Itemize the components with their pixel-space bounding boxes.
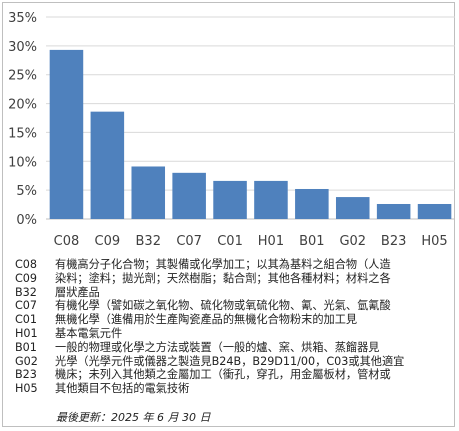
x-tick-label: B23	[381, 234, 406, 249]
legend-row: H05 其他類目不包括的電氣技術	[15, 382, 451, 396]
y-tick-label: 25%	[8, 69, 37, 84]
legend-code: C09	[15, 271, 38, 285]
x-tick-label: C07	[176, 234, 202, 249]
legend-description: 無機化學（進備用於生產陶瓷產品的無機化合物粉末的加工見	[55, 313, 358, 327]
last-updated: 最後更新：2025 年 6 月 30 日	[56, 411, 211, 424]
legend-description: 層狀產品	[55, 285, 100, 299]
x-tick-label: B01	[299, 234, 324, 249]
legend-row: H01 基本電氣元件	[15, 327, 451, 341]
chart-frame	[2, 2, 455, 427]
y-tick-label: 30%	[8, 40, 37, 55]
x-tick-label: H01	[258, 234, 284, 249]
x-tick-label: C09	[95, 234, 121, 249]
legend-row: B32 層狀產品	[15, 286, 451, 300]
legend-code: B32	[15, 285, 37, 299]
legend-code: C01	[15, 313, 38, 327]
legend-row: B23 機床；未列入其他類之金屬加工（衝孔，穿孔，用金屬板材，管材或	[15, 368, 451, 382]
legend-code: B23	[15, 368, 37, 382]
bar-g02	[335, 197, 370, 219]
y-tick-label: 20%	[8, 98, 37, 113]
x-tick-label: C08	[54, 234, 80, 249]
legend-description: 染料；塗料；拋光劑；天然樹脂；黏合劑；其他各種材料；材料之各	[55, 271, 391, 285]
legend-description: 一般的物理或化學之方法或裝置（一般的爐、窯、烘箱、蒸餾器見	[55, 340, 380, 354]
legend-code: B01	[15, 340, 37, 354]
legend-row: B01 一般的物理或化學之方法或裝置（一般的爐、窯、烘箱、蒸餾器見	[15, 341, 451, 355]
bar-b23	[376, 203, 411, 219]
x-tick-label: C01	[217, 234, 243, 249]
legend-row: C08 有機高分子化合物；其製備或化學加工；以其為基料之組合物（人造	[15, 258, 451, 272]
legend-code: H01	[15, 326, 38, 340]
y-tick-label: 15%	[8, 126, 37, 141]
legend-row: C09 染料；塗料；拋光劑；天然樹脂；黏合劑；其他各種材料；材料之各	[15, 272, 451, 286]
legend-code: C08	[15, 258, 38, 271]
legend-description: 基本電氣元件	[55, 326, 123, 340]
bar-b32	[131, 166, 166, 219]
x-axis-labels: C08 C09 B32 C07 C01 H01 B01 G02 B23 H05	[54, 234, 448, 249]
y-tick-label: 5%	[16, 184, 37, 199]
x-tick-label: G02	[339, 234, 366, 249]
bar-c08	[49, 49, 84, 220]
code-legend: C08 有機高分子化合物；其製備或化學加工；以其為基料之組合物（人造 C09 染料；塗…	[15, 258, 451, 396]
bars	[49, 49, 452, 220]
legend-description: 其他類目不包括的電氣技術	[55, 382, 190, 396]
bar-c09	[90, 111, 125, 219]
x-tick-label: B32	[136, 234, 161, 249]
y-tick-label: 0%	[16, 213, 37, 228]
legend-code: G02	[15, 354, 38, 368]
x-tick-label: H05	[421, 234, 447, 249]
legend-code: C07	[15, 299, 38, 313]
bar-c01	[213, 180, 247, 219]
legend-row: C07 有機化學（譬如碳之氧化物、硫化物或氧硫化物、氰、光氣、氫氰酸	[15, 299, 451, 313]
bar-b01	[295, 188, 329, 219]
legend-description: 機床；未列入其他類之金屬加工（衝孔，穿孔，用金屬板材，管材或	[55, 368, 391, 382]
y-tick-label: 35%	[8, 11, 37, 26]
bar-h01	[254, 180, 288, 219]
bar-c07	[172, 172, 206, 219]
legend-description: 有機高分子化合物；其製備或化學加工；以其為基料之組合物（人造	[55, 258, 391, 271]
y-tick-label: 10%	[8, 155, 37, 170]
legend-code: H05	[15, 382, 38, 396]
bar-chart: 0% 5% 10% 15% 20% 25% 30% 35% C08 C09 B32 C07 C01 H0…	[8, 11, 455, 249]
bar-h05	[417, 203, 452, 219]
legend-row: G02 光學（光學元件或儀器之製造見B24B，B29D11/00，C03或其他適宜	[15, 355, 451, 369]
legend-description: 有機化學（譬如碳之氧化物、硫化物或氧硫化物、氰、光氣、氫氰酸	[55, 299, 391, 313]
y-axis-ticks: 0% 5% 10% 15% 20% 25% 30% 35%	[8, 11, 37, 228]
legend-row: C01 無機化學（進備用於生產陶瓷產品的無機化合物粉末的加工見	[15, 313, 451, 327]
legend-description: 光學（光學元件或儀器之製造見B24B，B29D11/00，C03或其他適宜	[55, 354, 405, 368]
